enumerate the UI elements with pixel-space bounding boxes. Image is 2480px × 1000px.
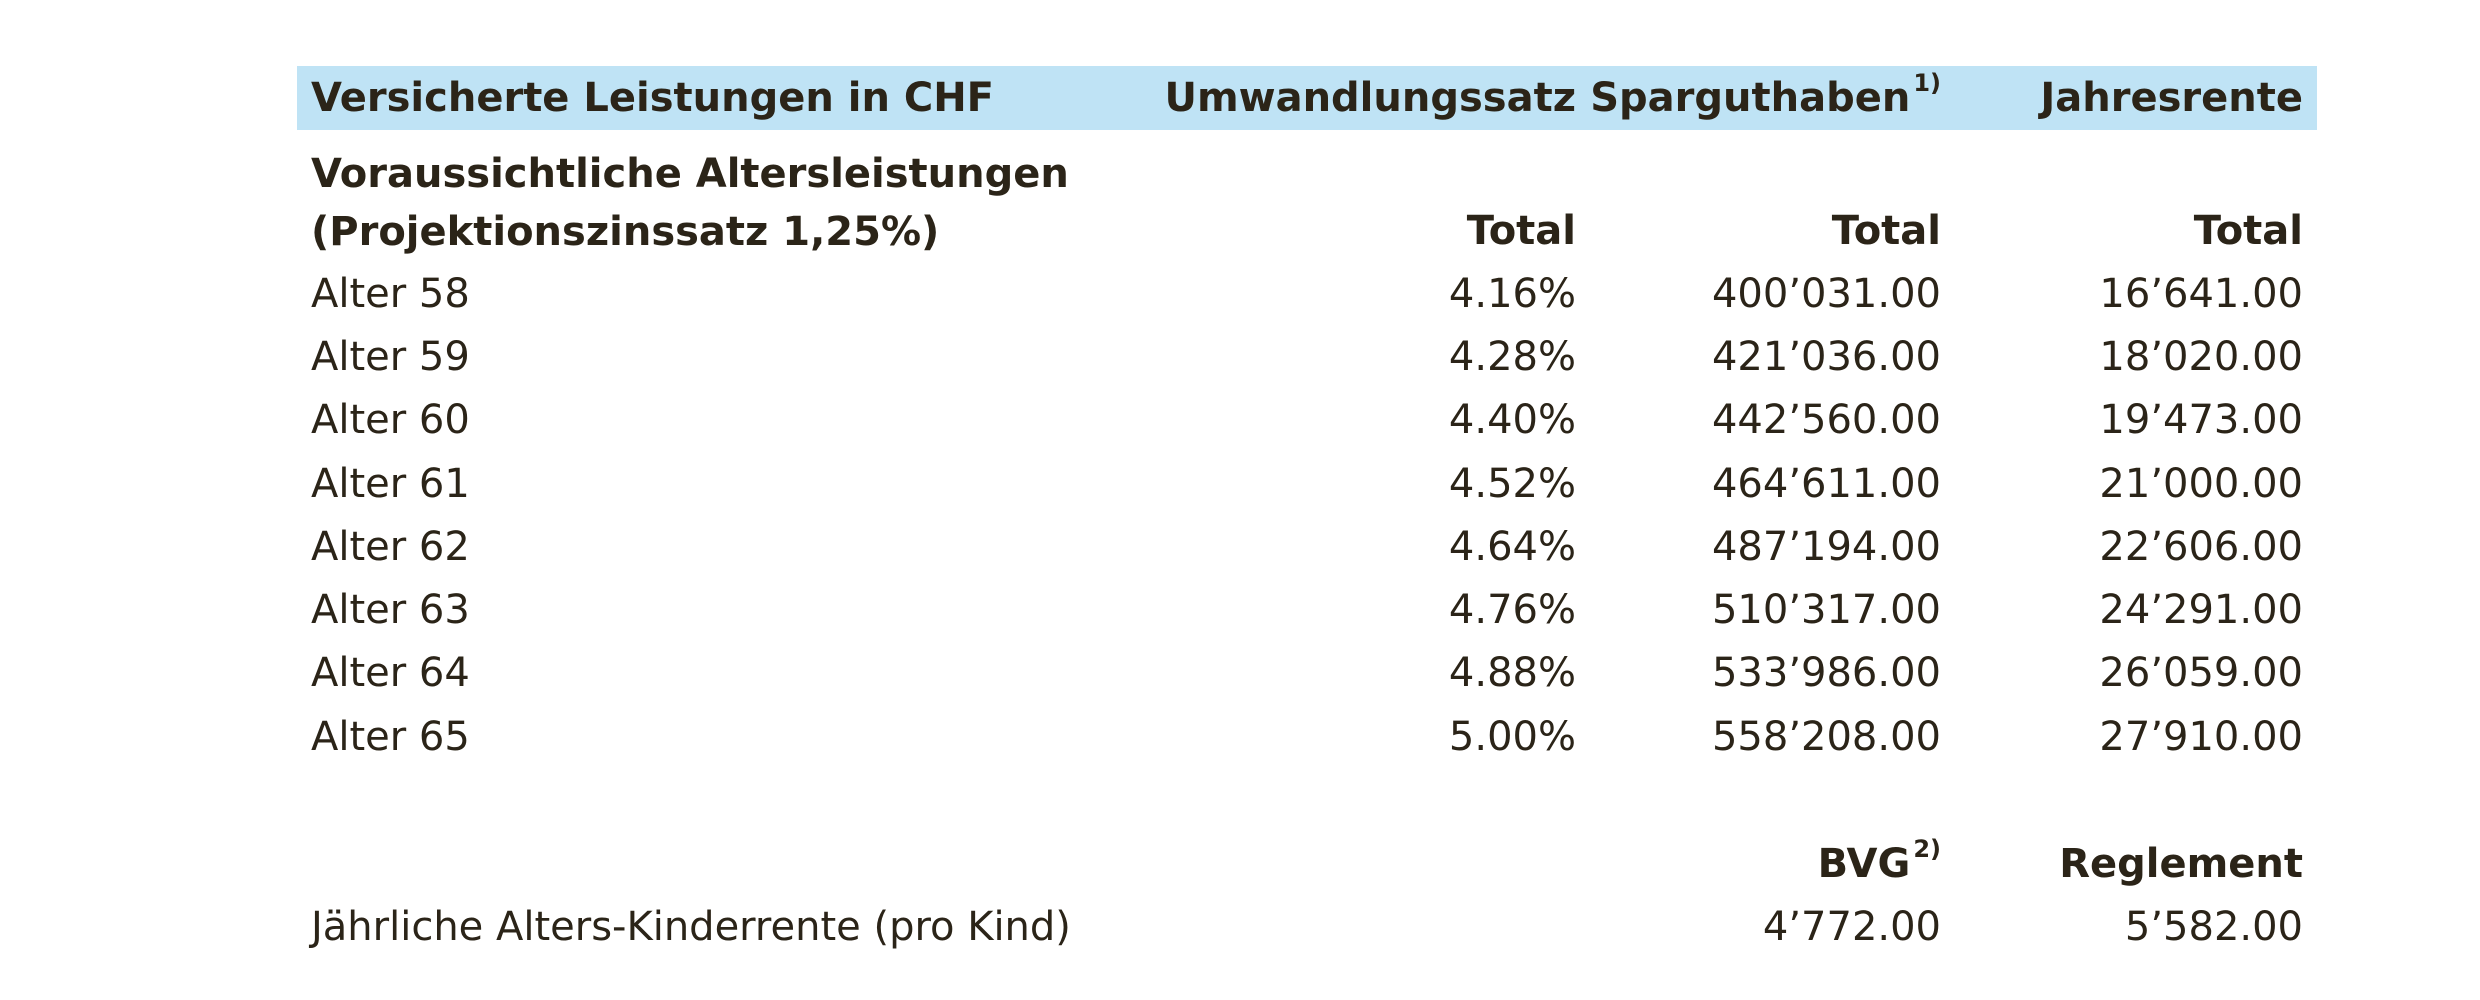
total-label-rate: Total bbox=[1466, 208, 1576, 254]
table-row: Alter 63 4.76% 510’317.00 24’291.00 bbox=[297, 580, 2317, 640]
header-reglement: Reglement bbox=[2059, 841, 2303, 887]
section-title-line1: Voraussichtliche Altersleistungen bbox=[311, 151, 1069, 197]
row-age-label: Alter 60 bbox=[311, 397, 470, 443]
row-conversion-rate: 4.88% bbox=[1448, 650, 1576, 696]
header-annual-pension: Jahresrente bbox=[2040, 75, 2303, 121]
row-savings-capital: 487’194.00 bbox=[1711, 524, 1941, 570]
table-row: Alter 60 4.40% 442’560.00 19’473.00 bbox=[297, 390, 2317, 450]
header-savings-capital: Sparguthaben 1) bbox=[1590, 66, 1941, 130]
table-row: Alter 62 4.64% 487’194.00 22’606.00 bbox=[297, 517, 2317, 577]
row-annual-pension: 26’059.00 bbox=[2099, 650, 2303, 696]
children-pension-row: Jährliche Alters-Kinderrente (pro Kind) … bbox=[297, 897, 2317, 957]
row-age-label: Alter 58 bbox=[311, 271, 470, 317]
row-age-label: Alter 59 bbox=[311, 334, 470, 380]
table-row: Alter 58 4.16% 400’031.00 16’641.00 bbox=[297, 264, 2317, 324]
row-age-label: Alter 64 bbox=[311, 650, 470, 696]
table-row: Alter 59 4.28% 421’036.00 18’020.00 bbox=[297, 327, 2317, 387]
row-savings-capital: 464’611.00 bbox=[1711, 461, 1941, 507]
section-title: Voraussichtliche Altersleistungen (Proje… bbox=[311, 145, 1069, 261]
children-pension-label: Jährliche Alters-Kinderrente (pro Kind) bbox=[311, 904, 1071, 950]
row-conversion-rate: 5.00% bbox=[1448, 714, 1576, 760]
row-annual-pension: 22’606.00 bbox=[2099, 524, 2303, 570]
header-bvg: BVG 2) bbox=[1818, 834, 1941, 894]
benefits-table: Versicherte Leistungen in CHF Umwandlung… bbox=[297, 0, 2317, 1000]
header-savings-capital-label: Sparguthaben bbox=[1590, 75, 1911, 121]
row-savings-capital: 510’317.00 bbox=[1711, 587, 1941, 633]
row-conversion-rate: 4.28% bbox=[1448, 334, 1576, 380]
totals-label-row: Total Total Total bbox=[297, 202, 2317, 260]
row-annual-pension: 24’291.00 bbox=[2099, 587, 2303, 633]
total-label-savings: Total bbox=[1831, 208, 1941, 254]
children-header-row: BVG 2) Reglement bbox=[297, 834, 2317, 894]
row-annual-pension: 21’000.00 bbox=[2099, 461, 2303, 507]
footnote-ref-1: 1) bbox=[1913, 69, 1941, 97]
row-annual-pension: 19’473.00 bbox=[2099, 397, 2303, 443]
row-age-label: Alter 61 bbox=[311, 461, 470, 507]
row-savings-capital: 558’208.00 bbox=[1711, 714, 1941, 760]
row-savings-capital: 400’031.00 bbox=[1711, 271, 1941, 317]
row-age-label: Alter 63 bbox=[311, 587, 470, 633]
header-bvg-label: BVG bbox=[1817, 841, 1911, 887]
section-title-line2: (Projektionszinssatz 1,25%) bbox=[311, 209, 940, 255]
row-age-label: Alter 65 bbox=[311, 714, 470, 760]
row-savings-capital: 533’986.00 bbox=[1711, 650, 1941, 696]
row-annual-pension: 18’020.00 bbox=[2099, 334, 2303, 380]
row-annual-pension: 16’641.00 bbox=[2099, 271, 2303, 317]
row-conversion-rate: 4.16% bbox=[1448, 271, 1576, 317]
row-annual-pension: 27’910.00 bbox=[2099, 714, 2303, 760]
footnote-ref-2: 2) bbox=[1913, 835, 1941, 863]
table-row: Alter 61 4.52% 464’611.00 21’000.00 bbox=[297, 454, 2317, 514]
table-header: Versicherte Leistungen in CHF Umwandlung… bbox=[297, 66, 2317, 130]
row-age-label: Alter 62 bbox=[311, 524, 470, 570]
table-row: Alter 64 4.88% 533’986.00 26’059.00 bbox=[297, 643, 2317, 703]
row-savings-capital: 442’560.00 bbox=[1711, 397, 1941, 443]
header-insured-benefits: Versicherte Leistungen in CHF bbox=[311, 75, 995, 121]
children-pension-reglement: 5’582.00 bbox=[2124, 904, 2303, 950]
row-conversion-rate: 4.64% bbox=[1448, 524, 1576, 570]
header-conversion-rate: Umwandlungssatz bbox=[1164, 75, 1576, 121]
row-conversion-rate: 4.40% bbox=[1448, 397, 1576, 443]
row-conversion-rate: 4.76% bbox=[1448, 587, 1576, 633]
total-label-pension: Total bbox=[2193, 208, 2303, 254]
table-row: Alter 65 5.00% 558’208.00 27’910.00 bbox=[297, 707, 2317, 767]
children-pension-bvg: 4’772.00 bbox=[1762, 904, 1941, 950]
row-conversion-rate: 4.52% bbox=[1448, 461, 1576, 507]
row-savings-capital: 421’036.00 bbox=[1711, 334, 1941, 380]
